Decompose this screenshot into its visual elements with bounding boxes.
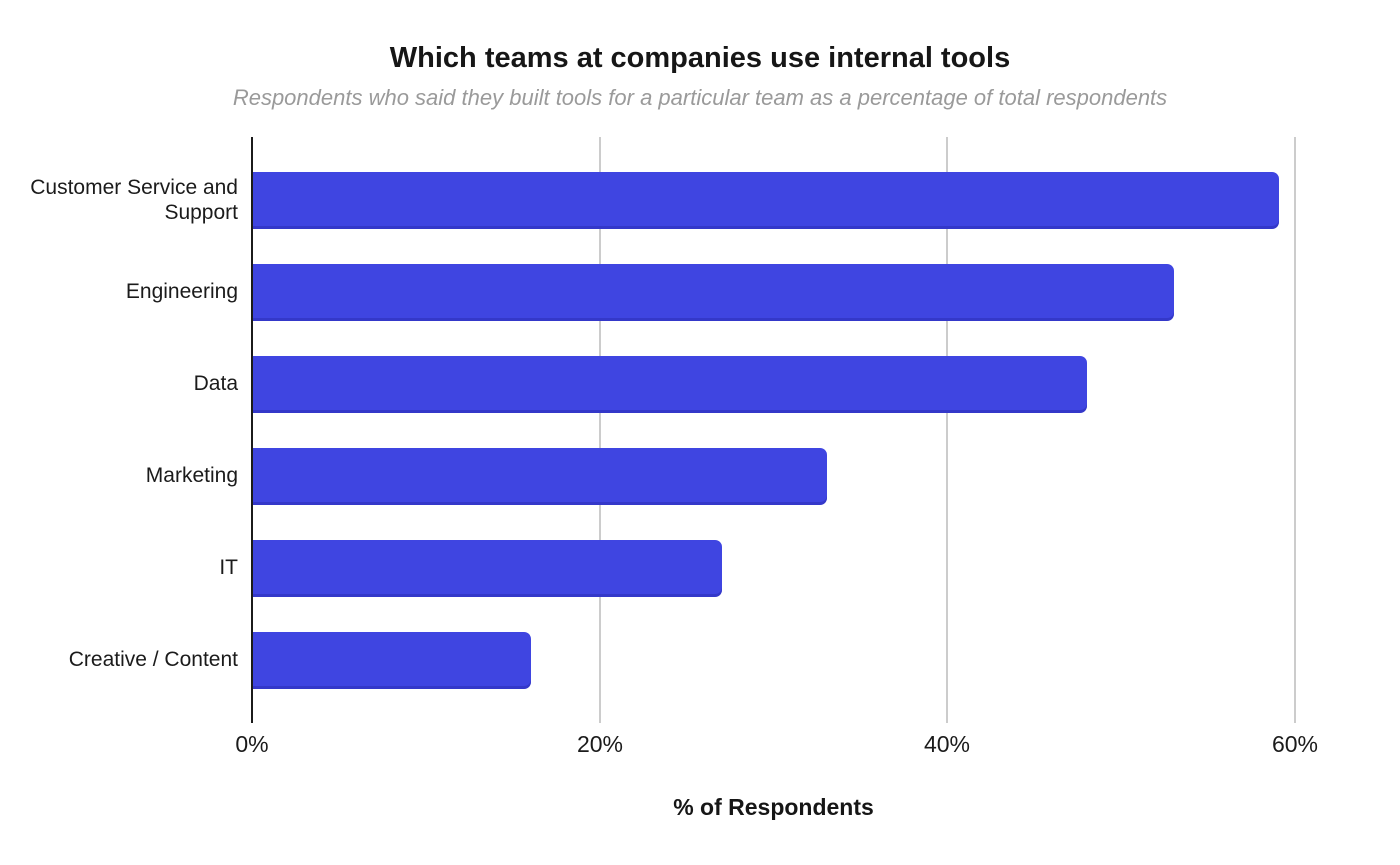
category-label: Engineering (125, 280, 238, 304)
x-tick-label: 60% (1271, 731, 1319, 757)
category-label: Creative / Content (68, 648, 238, 672)
category-label: Customer Service and Support (30, 175, 238, 224)
gridline-40% (946, 137, 948, 723)
bar-data (253, 356, 1087, 413)
chart-subtitle: Respondents who said they built tools fo… (232, 85, 1168, 110)
x-tick-label: 40% (923, 731, 971, 757)
category-label: Marketing (145, 464, 238, 488)
bar-engineering (253, 264, 1174, 321)
chart-title: Which teams at companies use internal to… (389, 42, 1011, 74)
x-tick-label: 20% (576, 731, 624, 757)
gridline-60% (1294, 137, 1296, 723)
bar-customer-service-and-support (253, 172, 1279, 229)
x-tick-label: 0% (235, 731, 269, 757)
category-label: Data (193, 372, 238, 396)
bar-marketing (253, 448, 827, 505)
y-axis-line (251, 137, 253, 723)
bar-it (253, 540, 722, 597)
category-label: IT (219, 556, 238, 580)
gridline-20% (599, 137, 601, 723)
bar-creative-content (253, 632, 531, 689)
x-axis-title: % of Respondents (673, 794, 874, 820)
